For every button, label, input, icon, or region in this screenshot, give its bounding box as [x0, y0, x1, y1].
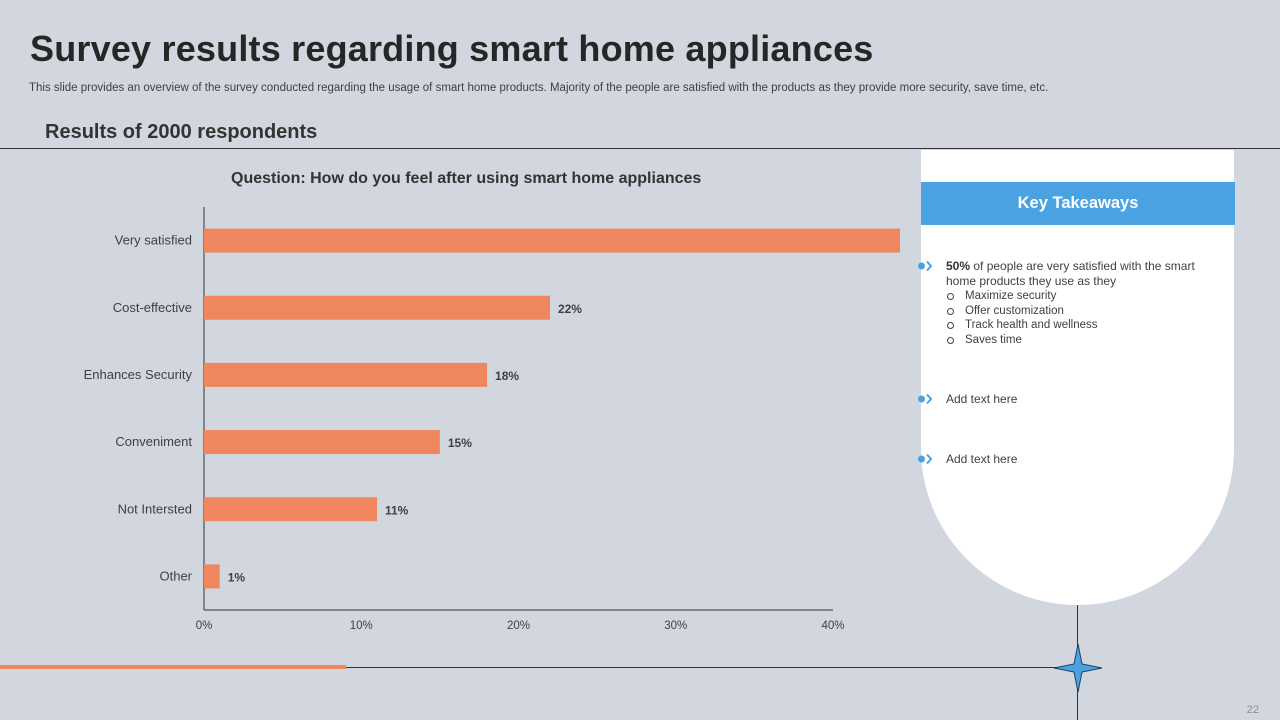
chart-title: Question: How do you feel after using sm… — [231, 170, 702, 187]
accent-bar — [0, 665, 346, 669]
bullet-icon — [918, 453, 933, 465]
bottom-rule — [0, 667, 1100, 668]
x-tick-label: 30% — [664, 620, 687, 632]
data-label: 15% — [448, 436, 472, 450]
takeaway-sublist: Maximize security Offer customization Tr… — [946, 289, 1221, 347]
takeaway-highlight: 50% — [946, 259, 971, 273]
takeaway-text: of people are very satisfied with the sm… — [946, 259, 1195, 288]
key-takeaways-header: Key Takeaways — [921, 182, 1235, 225]
category-label: Other — [159, 568, 192, 583]
bar — [204, 564, 220, 589]
category-label: Very satisfied — [115, 233, 192, 248]
star-icon — [1053, 643, 1103, 693]
data-label: 11% — [385, 503, 409, 517]
results-heading: Results of 2000 respondents — [45, 121, 318, 143]
list-item: Track health and wellness — [946, 318, 1221, 333]
takeaway-item-2: Add text here — [946, 392, 1018, 406]
takeaway-item-3: Add text here — [946, 452, 1018, 466]
x-tick-label: 0% — [196, 620, 213, 632]
divider-line — [0, 148, 1280, 149]
x-tick-label: 20% — [507, 620, 530, 632]
takeaway-item-1: 50% of people are very satisfied with th… — [946, 259, 1221, 347]
data-label: 1% — [228, 570, 246, 584]
key-takeaways-card — [921, 150, 1234, 605]
category-label: Cost-effective — [113, 300, 192, 315]
bar — [204, 497, 377, 522]
bullet-icon — [918, 260, 933, 272]
category-label: Enhances Security — [84, 367, 193, 382]
slide-subtitle: This slide provides an overview of the s… — [29, 82, 1049, 94]
bar — [204, 430, 440, 455]
x-tick-label: 40% — [821, 620, 844, 632]
list-item: Maximize security — [946, 289, 1221, 304]
bar — [204, 295, 550, 320]
slide-title: Survey results regarding smart home appl… — [30, 28, 874, 69]
bar — [204, 362, 488, 387]
bar — [204, 228, 900, 253]
x-tick-label: 10% — [350, 620, 373, 632]
data-label: 22% — [558, 302, 582, 316]
list-item: Offer customization — [946, 304, 1221, 319]
bullet-icon — [918, 393, 933, 405]
bar-chart: Very satisfied50%Cost-effective22%Enhanc… — [84, 207, 900, 632]
list-item: Saves time — [946, 333, 1221, 348]
category-label: Conveniment — [115, 434, 192, 449]
data-label: 18% — [495, 369, 519, 383]
category-label: Not Intersted — [118, 501, 192, 516]
page-number: 22 — [1246, 704, 1259, 716]
